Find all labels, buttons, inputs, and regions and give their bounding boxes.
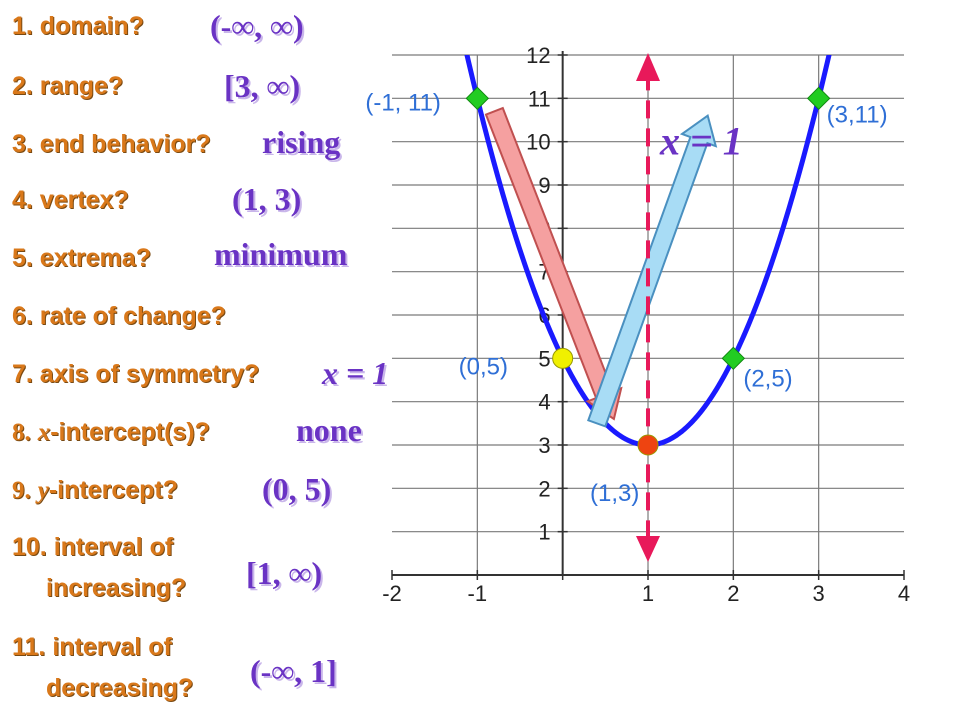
y-tick-label: 2	[538, 476, 550, 501]
direction-arrows	[484, 106, 718, 428]
point-labels: (-1, 11) (3,11) (0,5) (2,5) (1,3)	[365, 89, 887, 507]
point-marker	[465, 86, 490, 111]
axis-of-symmetry: x = 1	[636, 53, 743, 562]
decreasing-arrow	[484, 106, 623, 421]
answer-y-intercept: (0, 5)	[262, 471, 332, 507]
axis-arrowhead-bottom	[636, 536, 660, 562]
y-tick-label: 10	[526, 130, 550, 155]
question-x-intercepts-text: -intercept(s)?	[50, 418, 210, 446]
y-tick-label: 9	[538, 173, 550, 198]
answer-x-intercepts: none	[296, 412, 362, 448]
y-tick-label: 3	[538, 433, 550, 458]
question-range: 2. range?	[12, 72, 124, 100]
answer-vertex: (1, 3)	[232, 181, 302, 217]
question-vertex: 4. vertex?	[12, 186, 129, 214]
question-y-intercept: 9. y-intercept?	[12, 476, 178, 504]
question-x-intercepts: 8. x-intercept(s)?	[12, 418, 210, 446]
x-tick-label: 2	[727, 581, 739, 606]
point-marker	[721, 346, 746, 371]
answer-decreasing: (-∞, 1]	[250, 653, 337, 689]
question-decreasing-line2: decreasing?	[46, 674, 194, 702]
answer-extrema: minimum	[214, 236, 348, 272]
answer-domain: (-∞, ∞)	[210, 8, 304, 44]
question-axis-of-symmetry: 7. axis of symmetry?	[12, 360, 260, 388]
answer-axis-of-symmetry: x = 1	[322, 355, 389, 391]
y-tick-label: 1	[538, 520, 550, 545]
question-x-intercepts-number: 8.	[12, 419, 31, 446]
y-tick-label: 5	[538, 346, 550, 371]
question-increasing-line1: 10. interval of	[12, 533, 174, 561]
increasing-arrow	[587, 114, 718, 428]
point-marker	[552, 347, 574, 369]
x-tick-label: 1	[642, 581, 654, 606]
question-y-intercept-var: y	[37, 477, 49, 504]
question-y-intercept-text: -intercept?	[48, 476, 178, 504]
point-label: (1,3)	[590, 480, 639, 507]
x-tick-label: 3	[813, 581, 825, 606]
answer-range: [3, ∞)	[224, 68, 301, 104]
question-y-intercept-number: 9.	[12, 477, 31, 504]
axis-arrowhead-top	[636, 53, 660, 81]
question-extrema: 5. extrema?	[12, 244, 151, 272]
points	[465, 86, 831, 456]
point-label: (2,5)	[743, 365, 792, 392]
question-decreasing-line1: 11. interval of	[12, 633, 172, 661]
point-label: (-1, 11)	[365, 89, 441, 116]
y-tick-label: 12	[526, 43, 550, 68]
question-x-intercepts-var: x	[37, 419, 51, 446]
point-label: (3,11)	[827, 101, 888, 128]
x-tick-label: 4	[898, 581, 910, 606]
question-end-behavior: 3. end behavior?	[12, 130, 211, 158]
question-increasing-line2: increasing?	[46, 574, 187, 602]
y-tick-label: 11	[528, 86, 551, 111]
question-domain: 1. domain?	[12, 12, 144, 40]
answer-end-behavior: rising	[262, 124, 341, 160]
point-marker	[637, 434, 659, 456]
axis-of-symmetry-label: x = 1	[659, 119, 743, 164]
point-marker	[806, 86, 831, 111]
question-rate-of-change: 6. rate of change?	[12, 302, 226, 330]
x-tick-label: -2	[382, 581, 402, 606]
point-label: (0,5)	[459, 353, 508, 380]
y-tick-label: 4	[538, 390, 550, 415]
x-tick-label: -1	[468, 581, 488, 606]
answer-increasing: [1, ∞)	[246, 555, 323, 591]
